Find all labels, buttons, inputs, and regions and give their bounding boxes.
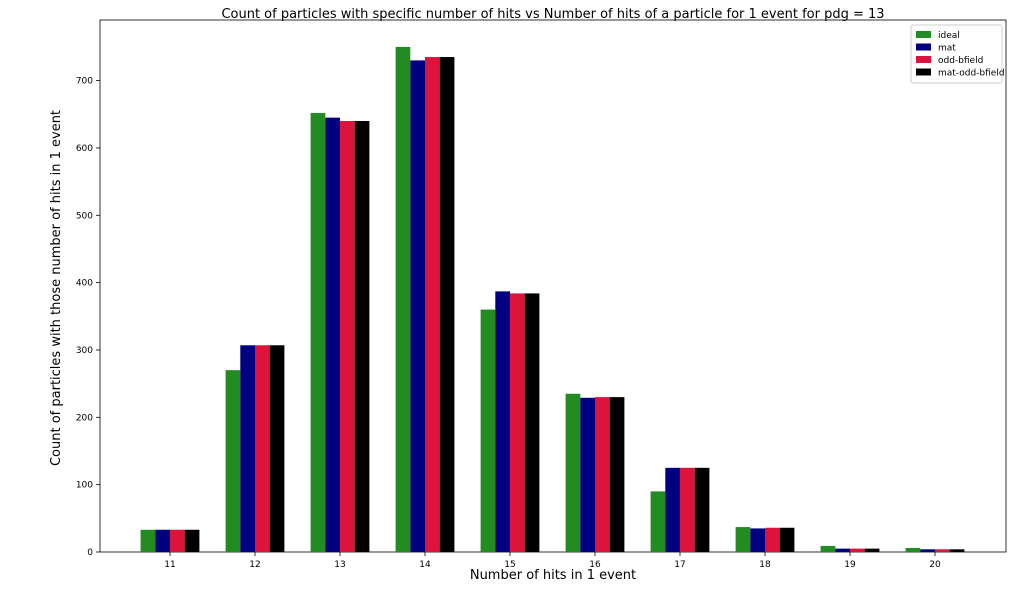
bar-ideal-15 — [480, 309, 496, 552]
bar-mat-12 — [240, 345, 255, 552]
legend-label-odd-bfield: odd-bfield — [938, 56, 983, 66]
x-axis: 11 12 13 14 15 16 17 18 19 20 — [164, 552, 941, 570]
legend-swatch-ideal — [916, 31, 931, 38]
bar-mat-11 — [155, 529, 170, 552]
plot-frame — [99, 19, 1007, 553]
bar-ideal-19 — [820, 545, 836, 552]
bar-mat-odd-bfield-14 — [439, 57, 455, 553]
legend-label-mat-odd-bfield: mat-odd-bfield — [938, 69, 1005, 79]
bar-ideal-17 — [650, 491, 666, 552]
bar-odd-bfield-17 — [680, 467, 695, 552]
bar-mat-16 — [580, 397, 595, 552]
bar-mat-odd-bfield-13 — [354, 121, 370, 552]
y-axis-label: Count of particles with those number of … — [49, 110, 64, 466]
y-tick-label: 400 — [76, 279, 93, 289]
bar-mat-odd-bfield-16 — [609, 397, 625, 552]
y-tick-label: 600 — [76, 144, 93, 154]
bar-mat-14 — [410, 60, 425, 553]
x-tick-label: 11 — [164, 560, 175, 570]
bar-mat-19 — [835, 548, 850, 552]
legend-swatch-mat-odd-bfield — [916, 68, 931, 76]
bar-mat-odd-bfield-19 — [864, 548, 880, 552]
x-tick-label: 13 — [334, 560, 345, 570]
x-tick-label: 18 — [759, 560, 771, 570]
x-tick-label: 15 — [504, 560, 515, 570]
x-tick-label: 19 — [844, 560, 856, 570]
bar-odd-bfield-13 — [340, 121, 355, 552]
bar-mat-13 — [325, 117, 340, 552]
bar-ideal-20 — [905, 547, 921, 552]
legend: ideal mat odd-bfield mat-odd-bfield — [910, 24, 1005, 84]
bar-odd-bfield-12 — [255, 345, 270, 552]
bar-ideal-11 — [140, 529, 156, 552]
y-tick-label: 300 — [76, 346, 93, 356]
bar-mat-odd-bfield-11 — [184, 529, 200, 552]
bars-group — [140, 46, 965, 553]
y-axis: 0 100 200 300 400 500 600 700 — [76, 77, 100, 558]
legend-swatch-odd-bfield — [916, 56, 931, 63]
legend-label-mat: mat — [938, 44, 956, 54]
bar-odd-bfield-14 — [425, 57, 440, 553]
y-tick-label: 0 — [87, 548, 93, 558]
x-tick-label: 12 — [249, 560, 260, 570]
bar-ideal-14 — [395, 46, 411, 553]
bar-ideal-16 — [565, 393, 581, 552]
bar-mat-17 — [665, 467, 680, 552]
bar-odd-bfield-18 — [765, 527, 780, 552]
bar-mat-odd-bfield-18 — [779, 527, 795, 552]
bar-mat-15 — [495, 291, 510, 552]
y-tick-label: 100 — [76, 481, 93, 491]
x-axis-label: Number of hits in 1 event — [470, 568, 636, 583]
bar-mat-odd-bfield-15 — [524, 293, 540, 552]
bar-odd-bfield-11 — [170, 529, 185, 552]
x-tick-label: 17 — [674, 560, 685, 570]
x-tick-label: 20 — [929, 560, 941, 570]
legend-swatch-mat — [916, 43, 931, 51]
bar-mat-18 — [750, 528, 765, 552]
bar-odd-bfield-16 — [595, 397, 610, 552]
y-tick-label: 500 — [76, 211, 93, 221]
bar-odd-bfield-15 — [510, 293, 525, 552]
bar-odd-bfield-20 — [935, 549, 950, 552]
bar-ideal-13 — [310, 112, 326, 553]
bar-mat-odd-bfield-20 — [949, 549, 965, 552]
bar-ideal-12 — [225, 370, 241, 552]
bar-mat-20 — [920, 549, 935, 552]
bar-ideal-18 — [735, 527, 751, 552]
x-tick-label: 16 — [589, 560, 601, 570]
y-tick-label: 200 — [76, 413, 93, 423]
legend-box — [910, 24, 1003, 84]
bar-mat-odd-bfield-17 — [694, 467, 710, 552]
bar-odd-bfield-19 — [850, 548, 865, 552]
chart-title: Count of particles with specific number … — [221, 7, 884, 22]
y-tick-label: 700 — [76, 77, 93, 87]
bar-mat-odd-bfield-12 — [269, 345, 285, 552]
legend-label-ideal: ideal — [938, 31, 960, 41]
x-tick-label: 14 — [419, 560, 431, 570]
